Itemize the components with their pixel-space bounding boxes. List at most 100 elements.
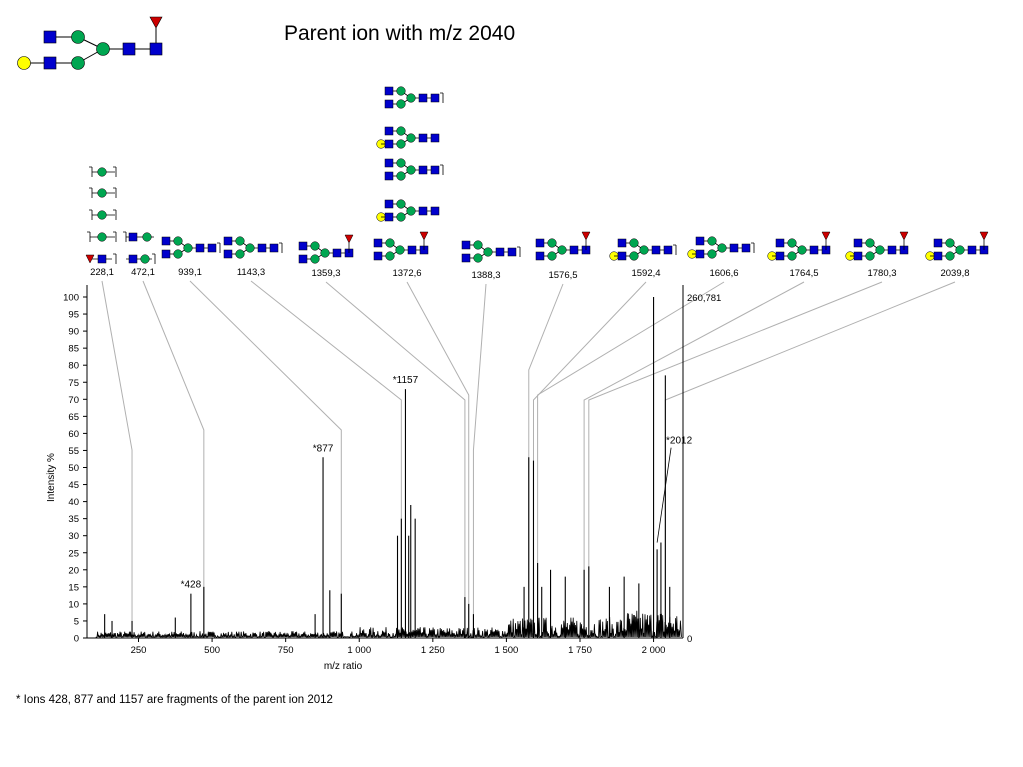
glcnac-square-icon [373,238,383,248]
mannose-circle-icon [396,126,406,136]
x-tick-label: 1 750 [568,645,592,656]
ion-label: 1780,3 [867,268,896,279]
y-tick-label: 100 [63,293,79,304]
y-tick-label: 80 [68,361,79,372]
mannose-circle-icon [945,251,955,261]
page-title: Parent ion with m/z 2040 [284,22,516,45]
mannose-circle-icon [310,241,320,251]
mannose-circle-icon [707,249,717,259]
mannose-circle-icon [406,133,416,143]
glcnac-square-icon [775,251,785,261]
mannose-circle-icon [235,236,245,246]
y-axis-label: Intensity % [46,453,57,502]
x-tick-label: 500 [204,645,220,656]
y-tick-label: 70 [68,395,79,406]
ion-label: 1764,5 [789,268,818,279]
y-tick-label: 45 [68,480,79,491]
glcnac-square-icon [149,42,163,56]
mannose-circle-icon [717,243,727,253]
mannose-circle-icon [865,251,875,261]
glcnac-square-icon [207,243,217,253]
glcnac-square-icon [269,243,279,253]
glcnac-square-icon [407,245,417,255]
glcnac-square-icon [223,236,233,246]
glcnac-square-icon [617,251,627,261]
y-tick-label: 75 [68,378,79,389]
leader-line [406,281,470,638]
footnote: * Ions 428, 877 and 1157 are fragments o… [16,694,333,706]
glcnac-square-icon [430,206,440,216]
mannose-circle-icon [396,212,406,222]
glcnac-square-icon [161,249,171,259]
cleavage-mark [89,166,93,177]
mannose-circle-icon [865,238,875,248]
glcnac-square-icon [853,238,863,248]
ion-label: 1576,5 [548,270,577,281]
ion-label: 2039,8 [940,268,969,279]
glcnac-square-icon [461,253,471,263]
glcnac-square-icon [853,251,863,261]
cleavage-mark [87,231,91,242]
mannose-circle-icon [629,251,639,261]
ion-label: 1143,3 [237,267,265,278]
y-tick-label: 10 [68,599,79,610]
glcnac-square-icon [128,232,138,242]
fucose-triangle-icon [344,234,354,244]
cleavage-mark [123,231,127,242]
right-axis-top-label: 260,781 [687,293,721,304]
y-tick-label: 0 [74,634,79,645]
glcnac-square-icon [97,254,107,264]
glcnac-square-icon [122,42,136,56]
leader-line [101,280,133,638]
leader-line [588,281,883,638]
glcnac-square-icon [430,133,440,143]
x-tick-label: 750 [278,645,294,656]
spectrum-trace [95,297,682,639]
y-tick-label: 5 [74,616,79,627]
mannose-circle-icon [396,139,406,149]
mannose-circle-icon [396,99,406,109]
glcnac-square-icon [384,199,394,209]
x-tick-label: 1 500 [495,645,519,656]
glcnac-square-icon [418,206,428,216]
glcnac-square-icon [384,139,394,149]
glcnac-square-icon [384,126,394,136]
glcnac-square-icon [223,249,233,259]
mannose-circle-icon [797,245,807,255]
ion-label: 472,1 [131,267,155,278]
leader-line [325,281,466,638]
y-tick-label: 90 [68,327,79,338]
glcnac-square-icon [128,254,138,264]
glcnac-square-icon [418,93,428,103]
leader-line [472,283,487,638]
mannose-circle-icon [173,236,183,246]
ion-label: 1592,4 [631,268,660,279]
y-tick-label: 30 [68,531,79,542]
y-tick-label: 50 [68,463,79,474]
x-tick-label: 250 [131,645,147,656]
y-tick-label: 85 [68,344,79,355]
mannose-circle-icon [473,240,483,250]
cleavage-mark [751,242,755,253]
mannose-circle-icon [97,188,107,198]
glcnac-square-icon [651,245,661,255]
glcnac-square-icon [741,243,751,253]
cleavage-mark [89,187,93,198]
x-tick-label: 1 000 [347,645,371,656]
cleavage-mark [673,244,677,255]
glcnac-square-icon [332,248,342,258]
glcnac-square-icon [384,99,394,109]
mannose-circle-icon [483,247,493,257]
glcnac-square-icon [617,238,627,248]
glcnac-square-icon [418,133,428,143]
mannose-circle-icon [395,245,405,255]
mannose-circle-icon [945,238,955,248]
mannose-circle-icon [96,42,110,56]
x-axis-label: m/z ratio [324,661,363,672]
glcnac-square-icon [384,86,394,96]
glcnac-square-icon [161,236,171,246]
y-tick-label: 60 [68,429,79,440]
glcnac-square-icon [933,251,943,261]
mannose-circle-icon [547,251,557,261]
